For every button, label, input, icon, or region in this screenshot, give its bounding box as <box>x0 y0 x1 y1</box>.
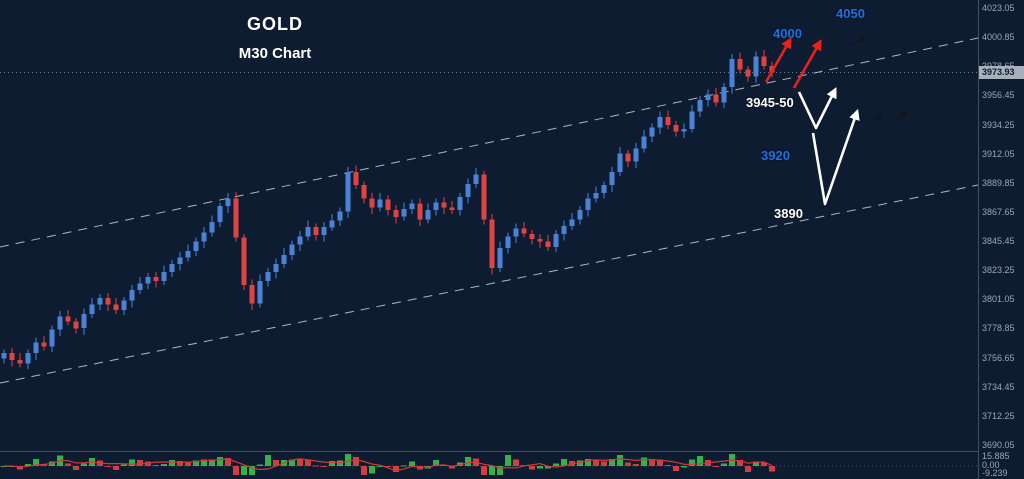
price-axis-label: 3912.05 <box>982 149 1015 159</box>
black-marks[interactable] <box>849 37 908 123</box>
price-axis-label: 3845.45 <box>982 236 1015 246</box>
price-axis-label: 3690.05 <box>982 440 1015 450</box>
price-target-label-3890[interactable]: 3890 <box>774 206 803 221</box>
current-price-tag: 3973.93 <box>979 66 1024 79</box>
price-target-label-4050[interactable]: 4050 <box>836 6 865 21</box>
price-axis-label: 3823.25 <box>982 265 1015 275</box>
price-axis-label: 3867.65 <box>982 207 1015 217</box>
price-axis-label: 3778.85 <box>982 323 1015 333</box>
price-axis-label: 4023.05 <box>982 3 1015 13</box>
price-axis-label: 3801.05 <box>982 294 1015 304</box>
trend-channel[interactable] <box>0 37 978 384</box>
indicator-axis-label: 0.00 <box>982 460 1000 470</box>
price-axis-label: 3889.85 <box>982 178 1015 188</box>
red-forecast-arrows[interactable] <box>764 37 822 89</box>
price-axis-label: 3956.45 <box>982 90 1015 100</box>
white-forecast-arrows[interactable] <box>797 87 860 206</box>
price-axis-label: 4000.85 <box>982 32 1015 42</box>
price-axis-label: 3756.65 <box>982 353 1015 363</box>
price-target-label-4000[interactable]: 4000 <box>773 26 802 41</box>
price-axis-label: 3934.25 <box>982 120 1015 130</box>
oscillator-histogram <box>0 454 978 475</box>
price-axis[interactable]: 4023.054000.853978.653956.453934.253912.… <box>978 0 1024 479</box>
price-chart-canvas[interactable] <box>0 0 978 479</box>
indicator-separator <box>0 451 1024 452</box>
price-target-label-3920[interactable]: 3920 <box>761 148 790 163</box>
price-axis-label: 3712.25 <box>982 411 1015 421</box>
oscillator-signal-line <box>4 458 773 472</box>
indicator-axis-label: 15.885 <box>982 451 1010 461</box>
price-target-label-3945-50[interactable]: 3945-50 <box>746 95 794 110</box>
candlesticks <box>1 50 775 369</box>
indicator-axis-label: -9.239 <box>982 468 1008 478</box>
price-axis-label: 3734.45 <box>982 382 1015 392</box>
